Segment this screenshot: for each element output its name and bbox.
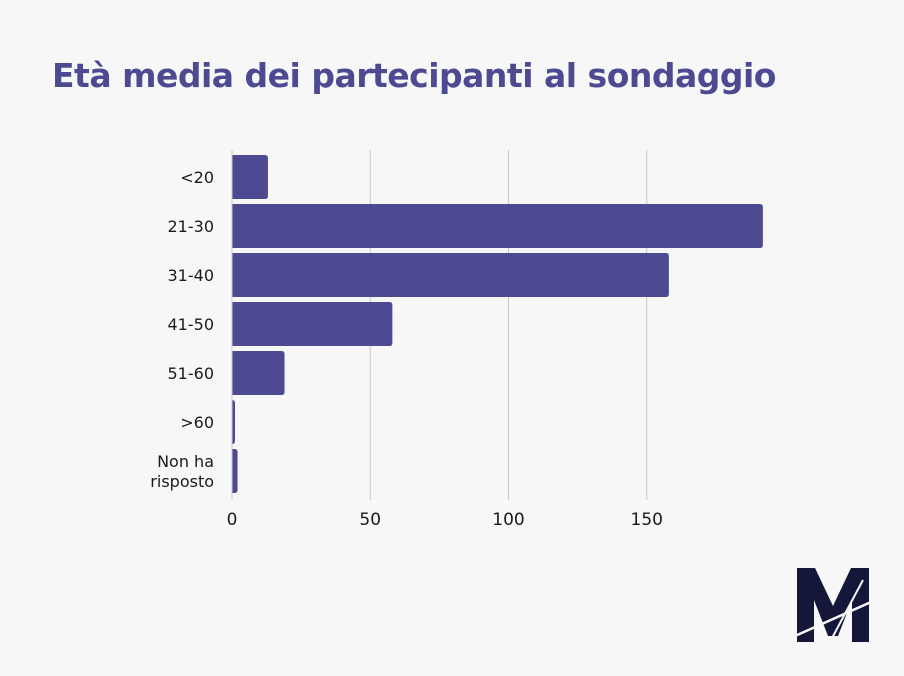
category-label: >60 [180,413,214,432]
bar [232,204,763,248]
category-label: 21-30 [168,217,215,236]
x-tick-label: 100 [492,510,524,530]
bar [232,400,235,444]
chart-title: Età media dei partecipanti al sondaggio [52,56,776,95]
bar [232,155,268,199]
category-label: Non ha risposto [150,452,214,491]
x-tick-label: 150 [631,510,663,530]
bar [232,449,238,493]
x-tick-label: 0 [227,510,238,530]
m-logo-icon [795,568,871,642]
x-tick-label: 50 [359,510,381,530]
bar [232,302,393,346]
category-label: 41-50 [168,315,215,334]
category-label: <20 [180,168,214,187]
bar [232,351,285,395]
category-label: 51-60 [168,364,215,383]
category-label: 31-40 [168,266,215,285]
bar [232,253,669,297]
